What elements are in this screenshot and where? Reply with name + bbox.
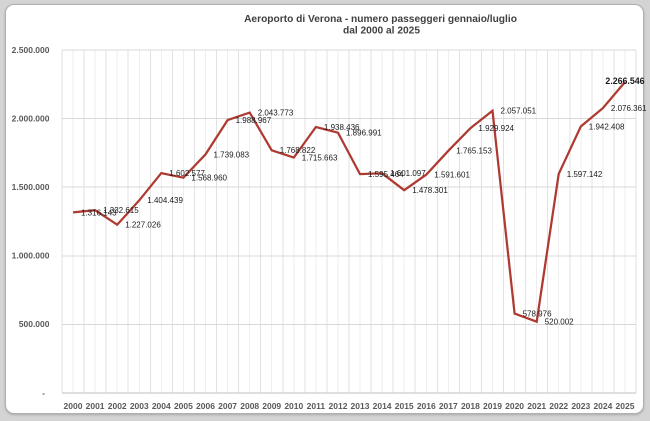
svg-text:1.988.967: 1.988.967 — [236, 116, 272, 125]
svg-text:1.591.601: 1.591.601 — [434, 171, 470, 180]
svg-text:1.896.991: 1.896.991 — [346, 129, 382, 138]
svg-text:2021: 2021 — [527, 401, 546, 411]
svg-text:2022: 2022 — [549, 401, 568, 411]
svg-text:2001: 2001 — [86, 401, 105, 411]
svg-text:2.266.546: 2.266.546 — [605, 76, 644, 86]
svg-text:2002: 2002 — [108, 401, 127, 411]
svg-text:2018: 2018 — [461, 401, 480, 411]
svg-text:2005: 2005 — [174, 401, 193, 411]
svg-text:1.601.097: 1.601.097 — [390, 169, 426, 178]
svg-text:2000: 2000 — [64, 401, 83, 411]
svg-text:2015: 2015 — [395, 401, 414, 411]
svg-text:1.568.960: 1.568.960 — [191, 174, 227, 183]
svg-text:2024: 2024 — [593, 401, 612, 411]
svg-text:520.002: 520.002 — [545, 318, 574, 327]
svg-text:1.768.822: 1.768.822 — [280, 146, 316, 155]
svg-text:2003: 2003 — [130, 401, 149, 411]
svg-text:2020: 2020 — [505, 401, 524, 411]
svg-text:2011: 2011 — [307, 401, 326, 411]
svg-text:1.478.301: 1.478.301 — [412, 186, 448, 195]
svg-text:2006: 2006 — [196, 401, 215, 411]
svg-text:1.595.464: 1.595.464 — [368, 170, 404, 179]
svg-text:1.602.577: 1.602.577 — [169, 169, 205, 178]
svg-text:1.332.615: 1.332.615 — [103, 206, 139, 215]
svg-text:2007: 2007 — [218, 401, 237, 411]
svg-text:2.000.000: 2.000.000 — [12, 113, 50, 123]
svg-text:1.404.439: 1.404.439 — [147, 196, 183, 205]
svg-text:2017: 2017 — [439, 401, 458, 411]
svg-text:2008: 2008 — [240, 401, 259, 411]
svg-text:1.715.663: 1.715.663 — [302, 154, 338, 163]
svg-text:1.000.000: 1.000.000 — [12, 251, 50, 261]
svg-text:Aeroporto di Verona - numero p: Aeroporto di Verona - numero passeggeri … — [244, 14, 517, 25]
svg-text:2013: 2013 — [351, 401, 370, 411]
svg-text:2012: 2012 — [329, 401, 348, 411]
svg-text:500.000: 500.000 — [19, 319, 50, 329]
svg-text:1.942.408: 1.942.408 — [589, 122, 625, 131]
svg-text:1.929.924: 1.929.924 — [478, 124, 514, 133]
svg-text:2004: 2004 — [152, 401, 171, 411]
svg-text:1.500.000: 1.500.000 — [12, 182, 50, 192]
svg-text:1.316.143: 1.316.143 — [81, 208, 117, 217]
svg-text:2014: 2014 — [373, 401, 392, 411]
svg-text:dal 2000 al 2025: dal 2000 al 2025 — [343, 26, 420, 37]
svg-text:2010: 2010 — [284, 401, 303, 411]
svg-text:2.076.361: 2.076.361 — [611, 104, 647, 113]
svg-text:578.976: 578.976 — [523, 310, 552, 319]
svg-text:2016: 2016 — [417, 401, 436, 411]
svg-text:1.938.436: 1.938.436 — [324, 123, 360, 132]
svg-text:2.043.773: 2.043.773 — [258, 109, 294, 118]
svg-text:2.057.051: 2.057.051 — [501, 107, 537, 116]
svg-text:2019: 2019 — [483, 401, 502, 411]
svg-text:1.597.142: 1.597.142 — [567, 170, 603, 179]
svg-text:-: - — [42, 388, 45, 398]
svg-text:2.500.000: 2.500.000 — [12, 45, 50, 55]
svg-text:2023: 2023 — [571, 401, 590, 411]
svg-text:1.765.153: 1.765.153 — [456, 147, 492, 156]
svg-text:2009: 2009 — [262, 401, 281, 411]
svg-text:1.739.083: 1.739.083 — [214, 150, 250, 159]
svg-text:1.227.026: 1.227.026 — [125, 221, 161, 230]
svg-text:2025: 2025 — [616, 401, 635, 411]
